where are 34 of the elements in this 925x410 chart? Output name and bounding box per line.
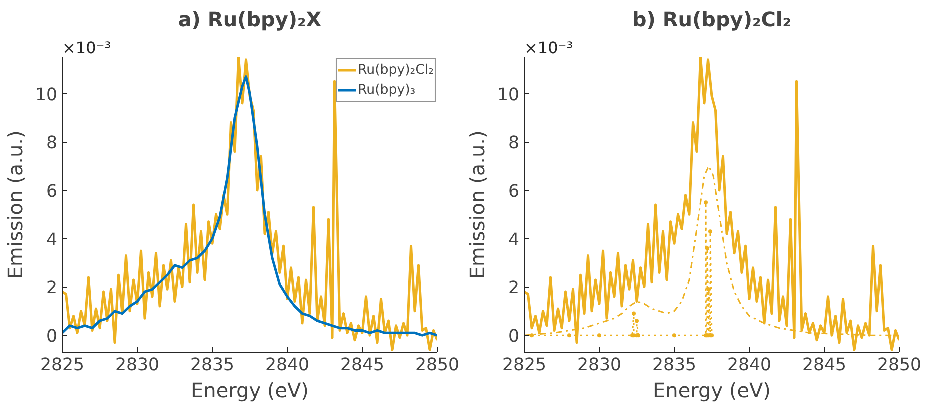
x-tick-label: 2850 xyxy=(877,356,922,376)
x-tick-label: 2840 xyxy=(727,356,772,376)
y-tick-label: 6 xyxy=(508,182,520,202)
y-tick-label: 2 xyxy=(46,278,58,299)
legend-label: Ru(bpy)₂Cl₂ xyxy=(358,62,434,78)
y-tick-label: 8 xyxy=(46,134,58,154)
x-axis-title: Energy (eV) xyxy=(653,378,771,402)
y-tick-label: 0 xyxy=(46,327,58,348)
x-tick-label: 2845 xyxy=(802,356,847,376)
legend-label: Ru(bpy)₃ xyxy=(358,82,416,98)
x-tick-label: 2850 xyxy=(415,356,460,376)
x-tick-label: 2840 xyxy=(265,356,310,376)
x-tick-label: 2835 xyxy=(652,356,697,376)
y-tick-label: 8 xyxy=(508,134,520,154)
chart-title: a) Ru(bpy)₂X xyxy=(178,8,322,32)
y-tick-label: 0 xyxy=(508,327,520,348)
x-tick-label: 2835 xyxy=(190,356,235,376)
x-tick-label: 2825 xyxy=(502,356,547,376)
x-tick-label: 2845 xyxy=(340,356,385,376)
x-tick-label: 2830 xyxy=(577,356,622,376)
y-axis-title: Emission (a.u.) xyxy=(465,130,490,280)
y-tick-label: 4 xyxy=(508,230,520,250)
annotation: ×10⁻³ xyxy=(524,38,574,58)
annotation: ×10⁻³ xyxy=(62,38,112,58)
y-axis-title: Emission (a.u.) xyxy=(3,130,28,280)
x-axis-title: Energy (eV) xyxy=(191,378,309,402)
x-tick-label: 2825 xyxy=(40,356,85,376)
y-tick-label: 10 xyxy=(497,85,520,106)
y-tick-label: 2 xyxy=(508,278,520,299)
y-tick-label: 10 xyxy=(35,85,58,106)
y-tick-label: 6 xyxy=(46,182,58,202)
chart-title: b) Ru(bpy)₂Cl₂ xyxy=(632,8,792,32)
y-tick-label: 4 xyxy=(46,230,58,250)
x-tick-label: 2830 xyxy=(115,356,160,376)
